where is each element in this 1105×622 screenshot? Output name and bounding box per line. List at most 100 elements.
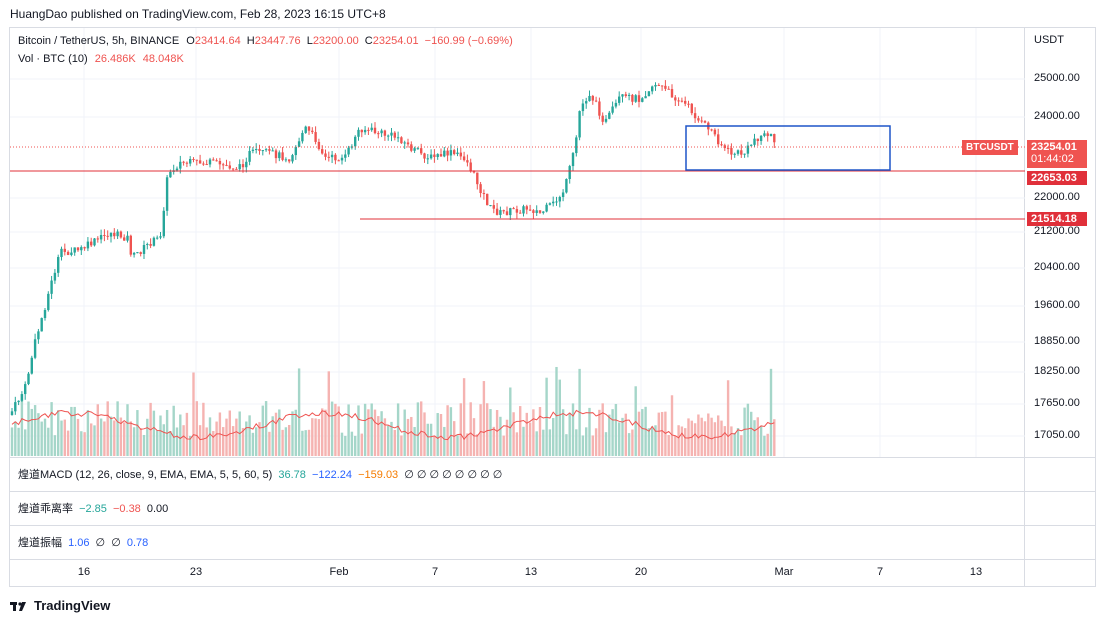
pane-separator[interactable] [10,525,1096,526]
candle-body [426,158,429,160]
candle-body [165,177,169,211]
candle-body [264,149,268,151]
volume-bar [641,409,644,456]
volume-bar [697,414,700,456]
volume-bar [271,416,274,456]
volume-bar [459,403,462,456]
volume-bar [647,428,651,456]
candle-body [311,130,314,133]
candle-body [519,212,522,214]
candle-body [594,100,598,102]
time-tick-label: Feb [329,566,349,578]
candle-body [113,232,116,237]
candle-body [24,384,27,395]
volume-bar [509,387,512,456]
volume-bar [212,430,215,456]
candle-body [179,161,182,169]
candle-body [568,166,571,180]
candle-body [687,103,690,105]
candle-body [535,210,538,213]
volume-bar [24,429,27,456]
candle-body [76,247,80,251]
pane-separator[interactable] [10,491,1096,492]
candle-body [205,164,208,166]
publisher-line: HuangDao published on TradingView.com, F… [10,7,386,21]
volume-bar [495,410,499,456]
volume-bar [443,426,446,456]
candle-body [225,164,228,166]
volume-bar [670,395,674,456]
volume-bar [538,407,542,456]
volume-bar [159,415,162,456]
candle-body [684,100,687,104]
volume-bar [614,403,618,456]
volume-bar [515,432,519,456]
price-tick-label: 18250.00 [1034,365,1080,377]
volume-bar [449,407,453,456]
volume-legend: Vol · BTC (10) 26.486K 48.048K [18,53,184,65]
volume-bar [492,426,495,456]
pane-separator[interactable] [10,457,1096,458]
volume-bar [30,408,33,456]
price-tick-label: 17650.00 [1034,397,1080,409]
candle-body [321,149,324,154]
candle-body [740,150,743,155]
price-chart[interactable] [10,28,1025,458]
candle-body [654,84,657,87]
candle-body [109,232,113,237]
candle-body [119,231,123,238]
candle-body [57,257,60,273]
volume-bar [667,434,670,456]
volume-bar [746,403,750,456]
volume-bar [453,421,456,456]
candle-body [515,209,519,213]
candle-body [20,394,24,401]
volume-label[interactable]: Vol · BTC (10) [18,53,88,65]
candle-body [337,160,340,162]
symbol-name[interactable]: Bitcoin / TetherUS, 5h, BINANCE [18,35,180,47]
volume-bar [327,371,330,456]
candle-body [380,130,383,134]
amplitude-name[interactable]: 煌道振幅 [18,537,62,549]
volume-bar [215,421,218,456]
price-tick-label: 20400.00 [1034,261,1080,273]
candle-body [674,97,677,101]
volume-bar [756,417,759,456]
candle-body [472,171,476,173]
volume-bar [360,433,363,456]
volume-bar [344,435,347,456]
candle-body [149,244,152,246]
chart-area[interactable] [9,27,1025,587]
candle-body [291,155,294,162]
macd-name[interactable]: 煌道MACD (12, 26, close, 9, EMA, EMA, 5, 5… [18,469,273,481]
candle-body [231,168,235,170]
candle-body [459,152,462,157]
candle-body [50,280,53,294]
volume-bar [561,409,565,456]
volume-bar [113,420,116,456]
candle-body [152,237,156,246]
volume-bar [703,421,707,456]
volume-bar [330,401,334,456]
candle-body [462,156,466,161]
volume-bar [370,403,373,456]
volume-bar [136,410,139,456]
volume-bar [53,435,57,456]
volume-bar [423,412,426,456]
time-tick-label: 20 [634,566,648,578]
deviation-name[interactable]: 煌道乖离率 [18,503,73,515]
volume-bar [429,423,433,456]
volume-bar [677,425,680,456]
candle-body [146,244,149,246]
candle-body [750,144,753,146]
candle-body [611,106,614,113]
candle-body [330,154,334,158]
footer-brand[interactable]: TradingView [34,598,111,613]
price-axis[interactable] [1025,27,1096,587]
candle-body [363,129,367,133]
volume-bar [208,417,212,456]
candle-body [585,101,588,104]
volume-bar [456,435,459,456]
candle-body [733,153,736,155]
candle-body [420,148,423,154]
